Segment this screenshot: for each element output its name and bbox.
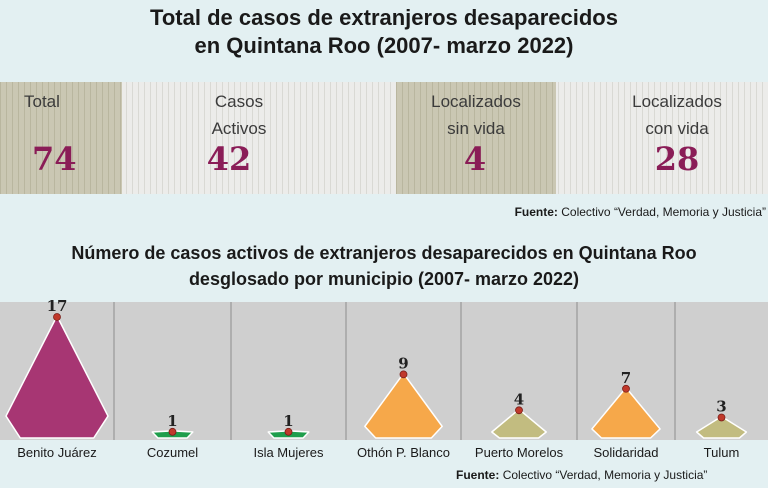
title-line-2: en Quintana Roo (2007- marzo 2022) (194, 33, 574, 58)
stat-found-dead: Localizados sin vida 4 (396, 82, 556, 194)
apex-marker (622, 384, 630, 393)
stat-found-alive: Localizados con vida 28 (612, 82, 742, 194)
apex-marker (284, 427, 293, 436)
stat-label: Total (24, 92, 60, 111)
source-note-bottom: Fuente: Colectivo “Verdad, Memoria y Jus… (456, 468, 708, 482)
category-label: Othón P. Blanco (357, 445, 450, 460)
chart-title-line-1: Número de casos activos de extranjeros d… (71, 243, 697, 263)
value-label: 1 (167, 412, 177, 430)
stat-total: Total 74 (0, 82, 122, 194)
category-label: Benito Juárez (17, 445, 97, 460)
stat-value: 28 (654, 140, 700, 178)
stat-label: Localizados con vida (632, 92, 722, 138)
source-note-top: Fuente: Colectivo “Verdad, Memoria y Jus… (514, 205, 766, 219)
stat-value: 42 (206, 140, 252, 178)
value-label: 9 (398, 354, 408, 372)
title-line-1: Total de casos de extranjeros desapareci… (150, 5, 618, 30)
category-label: Solidaridad (593, 445, 658, 460)
bar-3 (364, 372, 443, 439)
value-label: 17 (47, 297, 68, 315)
apex-marker (53, 313, 61, 321)
stat-label: Casos Activos (211, 92, 267, 138)
apex-marker (399, 370, 408, 379)
bar-6 (695, 415, 748, 439)
bar-4 (491, 408, 547, 439)
bar-5 (591, 387, 661, 439)
category-label: Cozumel (147, 445, 198, 460)
stats-panel: Total 74 Casos Activos 42 Localizados si… (0, 82, 768, 194)
apex-marker (717, 413, 726, 422)
category-label: Isla Mujeres (253, 445, 324, 460)
municipality-chart: 17 Benito Juárez 1 Cozumel 1 Isla Mujeres 9 Oth… (0, 297, 768, 460)
infographic-title: Total de casos de extranjeros desapareci… (0, 4, 768, 60)
value-label: 7 (621, 369, 631, 387)
value-label: 1 (283, 412, 293, 430)
stat-value: 4 (463, 140, 487, 178)
chart-title-line-2: desglosado por municipio (2007- marzo 20… (188, 269, 580, 289)
stat-value: 74 (32, 140, 77, 178)
stat-active-cases: Casos Activos 42 (174, 82, 304, 194)
category-label: Tulum (704, 445, 740, 460)
apex-marker (515, 406, 523, 415)
value-label: 4 (514, 390, 524, 408)
stat-label: Localizados sin vida (431, 92, 521, 138)
category-label: Puerto Morelos (475, 445, 564, 460)
bar-0 (5, 315, 109, 439)
apex-marker (168, 427, 177, 436)
value-label: 3 (716, 397, 726, 415)
chart-title: Número de casos activos de extranjeros d… (0, 240, 768, 292)
